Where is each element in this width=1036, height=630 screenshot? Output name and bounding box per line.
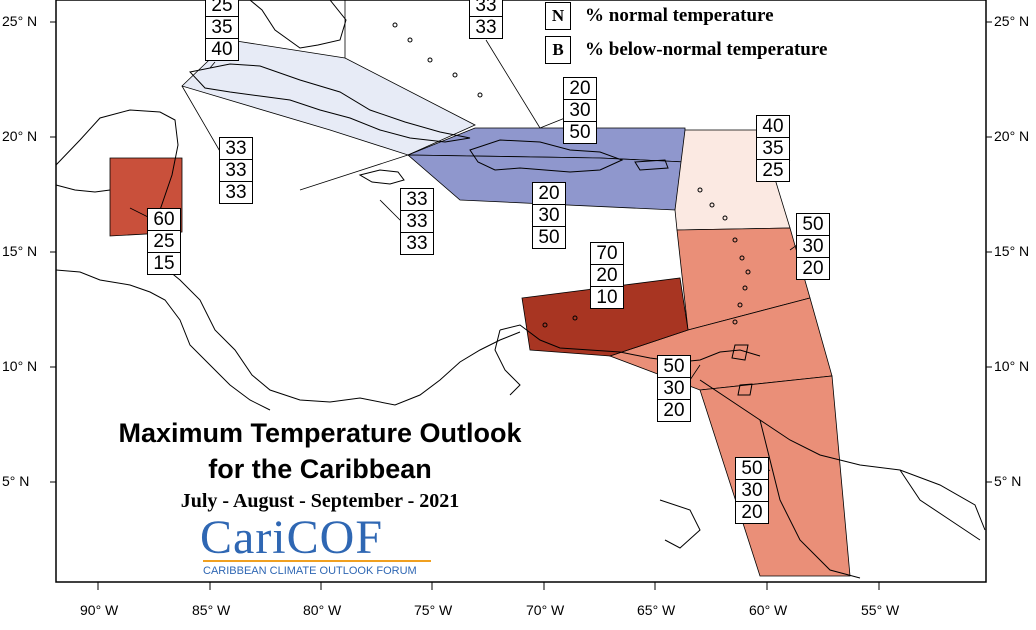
caricof-logo: CariCOF [200, 514, 383, 562]
forecast-value: 33 [219, 159, 253, 182]
region-divider [181, 85, 226, 161]
forecast-value: 60 [147, 208, 181, 231]
lon-ticks [97, 582, 880, 590]
legend-below: B % below-normal temperature [545, 36, 827, 64]
forecast-value: 30 [563, 99, 597, 122]
forecast-cuba-west: 33 33 33 [219, 137, 253, 204]
forecast-leeward-north: 40 35 25 [756, 115, 790, 182]
legend-key-normal: N [545, 2, 571, 30]
forecast-value: 20 [657, 399, 691, 422]
forecast-value: 33 [469, 0, 503, 17]
lon-tick-label: 75° W [414, 602, 453, 618]
forecast-value: 33 [219, 181, 253, 204]
forecast-leeward: 50 30 20 [796, 213, 830, 280]
islands [392, 22, 753, 396]
legend-label-normal: % normal temperature [585, 5, 774, 26]
legend-normal: N % normal temperature [545, 2, 774, 30]
lat-tick-label: 25° N [2, 13, 38, 29]
forecast-value: 50 [532, 226, 566, 249]
logo-text: CariCOF [200, 511, 384, 564]
forecast-hispaniola-north: 20 30 50 [563, 77, 597, 144]
lat-ticks [50, 21, 992, 483]
forecast-value: 20 [590, 264, 624, 287]
logo-underline [203, 560, 431, 562]
forecast-value: 25 [205, 0, 239, 17]
forecast-value: 10 [590, 286, 624, 309]
forecast-value: 40 [205, 38, 239, 61]
forecast-value: 15 [147, 252, 181, 275]
forecast-value: 35 [205, 16, 239, 39]
region-divider [299, 154, 409, 191]
forecast-guianas: 50 30 20 [735, 457, 769, 524]
forecast-value: 50 [735, 457, 769, 480]
forecast-value: 20 [532, 182, 566, 205]
forecast-value: 50 [657, 355, 691, 378]
lat-tick-label-right: 15° N [994, 243, 1030, 259]
forecast-value: 25 [756, 159, 790, 182]
forecast-turks-caicos: 33 33 [469, 0, 503, 39]
lon-tick-label: 90° W [80, 602, 119, 618]
lon-tick-label: 85° W [192, 602, 231, 618]
forecast-value: 33 [219, 137, 253, 160]
lon-tick-label: 70° W [526, 602, 565, 618]
forecast-bahamas: 25 35 40 [205, 0, 239, 61]
forecast-belize: 60 25 15 [147, 208, 181, 275]
lat-tick-label-right: 20° N [994, 128, 1030, 144]
region-abc-islands [521, 277, 689, 357]
forecast-value: 30 [657, 377, 691, 400]
forecast-value: 33 [400, 210, 434, 233]
forecast-value: 30 [735, 479, 769, 502]
forecast-value: 20 [735, 501, 769, 524]
map-title-line2: for the Caribbean [208, 454, 432, 484]
forecast-value: 50 [563, 121, 597, 144]
lat-tick-label: 20° N [2, 128, 38, 144]
map-title-line1: Maximum Temperature Outlook [118, 418, 522, 448]
lat-tick-label: 10° N [2, 358, 38, 374]
lon-tick-label: 55° W [861, 602, 900, 618]
forecast-value: 33 [400, 188, 434, 211]
legend-label-below: % below-normal temperature [585, 39, 828, 60]
logo-subtitle: CARIBBEAN CLIMATE OUTLOOK FORUM [203, 565, 417, 577]
lat-tick-label-right: 5° N [994, 473, 1022, 489]
forecast-value: 40 [756, 115, 790, 138]
legend-key-below: B [545, 36, 571, 64]
forecast-value: 70 [590, 242, 624, 265]
forecast-abc-islands: 70 20 10 [590, 242, 624, 309]
forecast-value: 33 [469, 16, 503, 39]
forecast-value: 35 [756, 137, 790, 160]
forecast-value: 33 [400, 232, 434, 255]
forecast-period: July - August - September - 2021 [180, 490, 460, 512]
forecast-value: 20 [563, 77, 597, 100]
forecast-value: 20 [796, 257, 830, 280]
forecast-value: 30 [532, 204, 566, 227]
coastlines [55, 0, 986, 579]
lat-tick-label-right: 10° N [994, 358, 1030, 374]
lat-tick-label-right: 25° N [994, 13, 1030, 29]
lon-tick-label: 80° W [303, 602, 342, 618]
forecast-value: 30 [796, 235, 830, 258]
lon-tick-label: 60° W [749, 602, 788, 618]
forecast-value: 50 [796, 213, 830, 236]
lon-tick-label: 65° W [637, 602, 676, 618]
forecast-jamaica: 33 33 33 [400, 188, 434, 255]
forecast-trinidad-tobago: 50 30 20 [657, 355, 691, 422]
lat-tick-label: 15° N [2, 243, 38, 259]
lat-tick-label: 5° N [2, 473, 30, 489]
forecast-hispaniola-south: 20 30 50 [532, 182, 566, 249]
forecast-value: 25 [147, 230, 181, 253]
